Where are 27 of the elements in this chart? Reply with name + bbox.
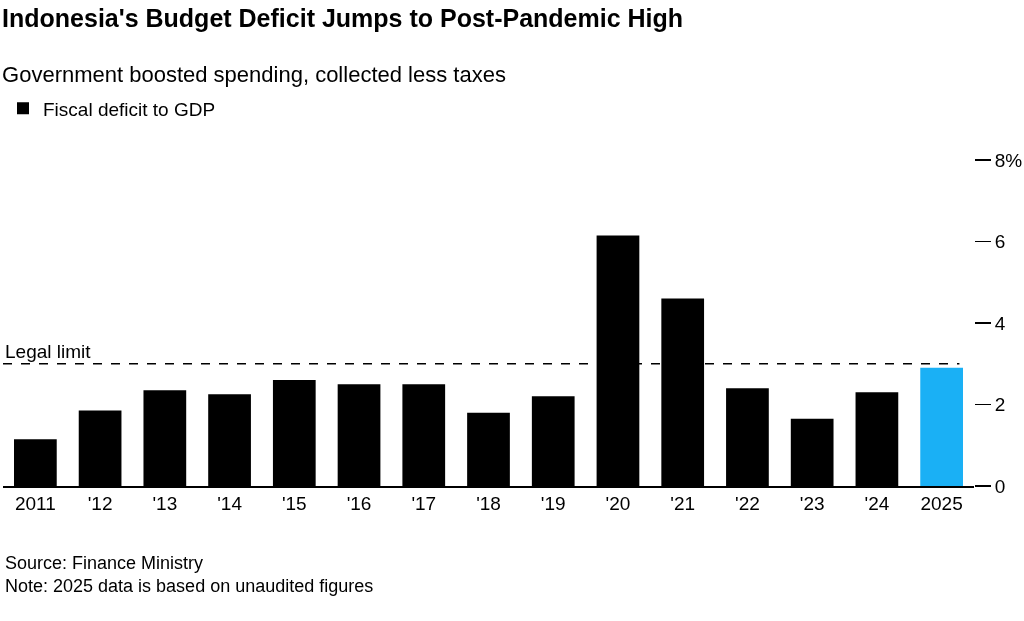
- y-tick-label: 0: [994, 475, 1006, 497]
- x-tick-label: '13: [152, 493, 178, 515]
- chart-subtitle: Government boosted spending, collected less taxes: [2, 62, 506, 88]
- ref-line-label: Legal limit: [5, 341, 92, 362]
- y-tick-label: 6: [994, 231, 1006, 253]
- x-tick-label: '14: [217, 493, 243, 515]
- text: Note: 2025 data is based on unaudited figures: [5, 576, 374, 596]
- y-tick-label: 2: [994, 394, 1006, 416]
- legend-label: Fiscal deficit to GDP: [43, 98, 216, 120]
- bar: [920, 367, 963, 486]
- x-tick-label: '12: [87, 493, 113, 515]
- x-tick-label: '24: [864, 493, 890, 515]
- x-tick-label: '22: [735, 493, 760, 515]
- x-tick-label: '18: [476, 493, 501, 515]
- x-tick-label: '16: [346, 493, 372, 515]
- x-tick-label: 2025: [920, 493, 963, 515]
- x-tick-label: '17: [411, 493, 437, 515]
- source-note: Source: Finance Ministry: [5, 553, 204, 573]
- x-tick-label: '21: [670, 493, 696, 515]
- y-tick-label: 8%: [994, 149, 1023, 171]
- x-tick-label: 2011: [14, 493, 56, 515]
- x-tick-label: '23: [799, 493, 825, 515]
- chart-title: Indonesia's Budget Deficit Jumps to Post-Pandemic High: [2, 3, 684, 32]
- y-tick-label: 4: [994, 312, 1006, 334]
- x-tick-label: '15: [281, 493, 307, 515]
- x-tick-label: '19: [540, 493, 566, 515]
- x-tick-label: '20: [605, 493, 631, 515]
